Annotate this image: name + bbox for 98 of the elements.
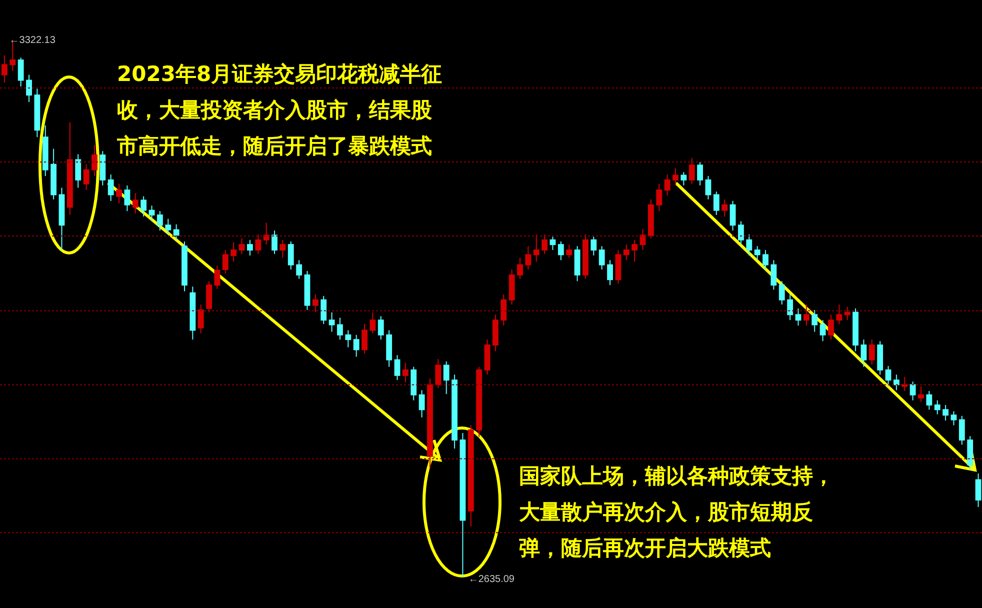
candlestick — [83, 164, 90, 191]
candlestick — [525, 246, 532, 270]
candlestick — [418, 390, 425, 418]
candlestick — [214, 265, 220, 290]
candlestick — [92, 144, 98, 177]
candlestick — [206, 280, 212, 313]
candlestick — [156, 210, 163, 232]
candlestick — [500, 294, 507, 326]
candlestick — [598, 246, 605, 270]
candlestick — [108, 174, 114, 202]
candlestick — [934, 400, 940, 415]
candlestick — [222, 250, 228, 274]
annotation: 2023年8月证券交易印花税减半征收，大量投资者介入股市，结果股市高开低走，随后开启了暴跌模式 — [117, 61, 444, 160]
candlestick — [18, 57, 24, 87]
candlestick — [910, 381, 916, 401]
candlestick — [280, 239, 286, 258]
candlestick — [443, 360, 450, 395]
candlestick — [754, 246, 760, 261]
candlestick — [378, 316, 384, 340]
candlestick — [803, 304, 810, 326]
candlestick — [296, 260, 302, 280]
candlestick — [362, 323, 368, 354]
candlestick — [165, 218, 172, 235]
candlestick — [607, 260, 613, 286]
candlestick — [320, 295, 327, 324]
candlestick — [795, 308, 802, 326]
candlestick — [255, 234, 262, 254]
candlestick — [337, 317, 343, 340]
candlestick — [664, 174, 670, 196]
candlestick — [558, 240, 564, 261]
candlestick — [778, 280, 785, 306]
candlestick — [746, 234, 752, 256]
candlestick — [238, 238, 245, 254]
candlestick — [533, 234, 540, 262]
candlestick — [868, 339, 875, 365]
candlestick — [345, 330, 352, 348]
candlestick — [394, 354, 400, 381]
annotation: ←2635.09 — [468, 574, 514, 585]
candlestick — [370, 312, 376, 334]
candlestick — [958, 415, 965, 446]
candlestick — [132, 192, 138, 214]
candlestick — [680, 172, 687, 186]
candlestick — [688, 158, 695, 184]
candlestick — [713, 191, 720, 216]
candlestick — [836, 304, 842, 324]
candlestick — [697, 162, 703, 186]
candlestick — [787, 294, 794, 321]
candlestick — [632, 239, 638, 262]
candlestick — [288, 240, 294, 270]
candlestick — [828, 314, 834, 340]
candlestick — [148, 205, 155, 222]
candlestick — [640, 228, 646, 251]
candlestick — [328, 312, 335, 332]
candlestick — [517, 257, 523, 280]
candlestick — [566, 244, 572, 258]
candlestick — [550, 236, 556, 251]
candlestick — [312, 294, 318, 313]
candlestick — [263, 222, 270, 246]
candlestick — [590, 236, 597, 256]
candlestick — [353, 334, 360, 358]
candlestick — [820, 320, 826, 342]
candlestick — [140, 196, 147, 218]
candlestick — [918, 386, 924, 402]
candlestick — [942, 404, 948, 422]
candlestick — [950, 410, 957, 426]
candlestick — [247, 239, 253, 256]
candlestick — [116, 183, 122, 204]
candlestick — [402, 362, 408, 383]
candlestick — [672, 168, 678, 186]
candlestick — [844, 306, 850, 321]
candlestick — [75, 154, 82, 188]
candlestick — [2, 54, 8, 84]
candlestick — [762, 250, 768, 270]
annotation: 国家队上场，辅以各种政策支持，大量散户再次介入，股市短期反弹，随后再次开启大跌模式 — [519, 463, 835, 562]
annotation: ←3322.13 — [9, 35, 56, 46]
candlestick — [730, 200, 736, 232]
candlestick — [885, 366, 892, 387]
candlestick — [722, 198, 728, 218]
candlestick — [860, 339, 867, 368]
candlestick — [770, 260, 777, 290]
candlestick — [272, 230, 278, 254]
candlestick — [623, 244, 630, 261]
candlestick — [26, 74, 32, 103]
candlestick — [893, 374, 900, 391]
candlestick — [705, 176, 712, 200]
candlestick — [124, 184, 130, 212]
candlestick — [656, 183, 662, 212]
candlestick — [435, 358, 442, 388]
candlestick — [902, 376, 908, 392]
candlestick — [975, 473, 982, 508]
candlestick — [230, 242, 237, 262]
candlestick — [173, 224, 180, 240]
candlestick — [542, 234, 548, 254]
candlestick — [812, 309, 818, 332]
candlestick — [198, 304, 204, 334]
candlestick — [10, 42, 16, 72]
candlestick — [926, 390, 932, 410]
candlestick — [738, 220, 744, 246]
